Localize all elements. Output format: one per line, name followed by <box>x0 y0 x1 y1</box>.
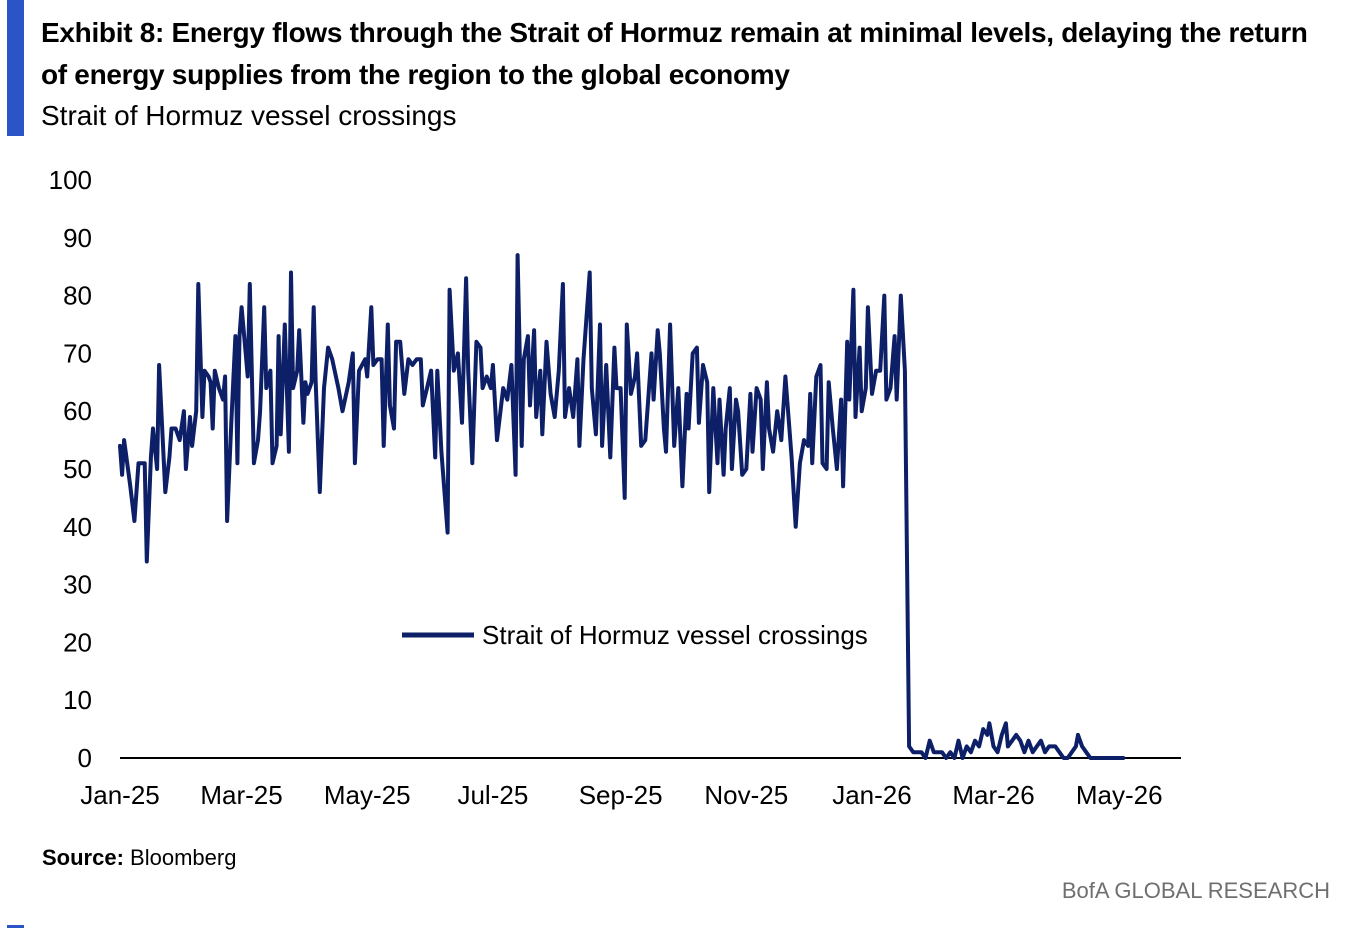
y-tick-label: 30 <box>63 570 92 600</box>
y-tick-label: 80 <box>63 281 92 311</box>
y-tick-label: 40 <box>63 512 92 542</box>
x-tick-label: Jan-26 <box>832 780 912 810</box>
source-text: Bloomberg <box>123 845 237 870</box>
x-axis-tick-labels: Jan-25 Mar-25 May-25 Jul-25 Sep-25 Nov-25 Jan-… <box>80 780 1162 810</box>
exhibit-title: Exhibit 8: Energy flows through the Stra… <box>41 17 1308 90</box>
y-tick-label: 0 <box>78 743 92 773</box>
y-tick-label: 70 <box>63 338 92 368</box>
x-tick-label: Jan-25 <box>80 780 160 810</box>
y-tick-label: 50 <box>63 454 92 484</box>
legend: Strait of Hormuz vessel crossings <box>402 620 868 650</box>
source-label: Source: <box>42 845 124 870</box>
y-tick-label: 20 <box>63 627 92 657</box>
x-tick-label: May-25 <box>324 780 411 810</box>
y-tick-label: 90 <box>63 223 92 253</box>
x-tick-label: Mar-26 <box>952 780 1034 810</box>
x-tick-label: May-26 <box>1076 780 1163 810</box>
x-tick-label: Sep-25 <box>579 780 663 810</box>
accent-bar <box>7 0 24 136</box>
x-tick-label: Mar-25 <box>200 780 282 810</box>
y-tick-label: 10 <box>63 685 92 715</box>
accent-mark <box>7 925 24 928</box>
legend-label: Strait of Hormuz vessel crossings <box>482 620 868 650</box>
source-note: Source: Bloomberg <box>42 845 236 871</box>
line-chart: 0 10 20 30 40 50 60 70 80 90 100 Jan-25 Mar-25 May-2… <box>49 165 1181 810</box>
x-tick-label: Jul-25 <box>457 780 528 810</box>
series-line-vessel-crossings <box>118 253 1126 760</box>
y-axis-tick-labels: 0 10 20 30 40 50 60 70 80 90 100 <box>49 165 92 773</box>
y-tick-label: 100 <box>49 165 92 195</box>
brand-footer: BofA GLOBAL RESEARCH <box>1061 878 1330 903</box>
y-tick-label: 60 <box>63 396 92 426</box>
exhibit-subtitle: Strait of Hormuz vessel crossings <box>41 100 457 131</box>
x-tick-label: Nov-25 <box>704 780 788 810</box>
